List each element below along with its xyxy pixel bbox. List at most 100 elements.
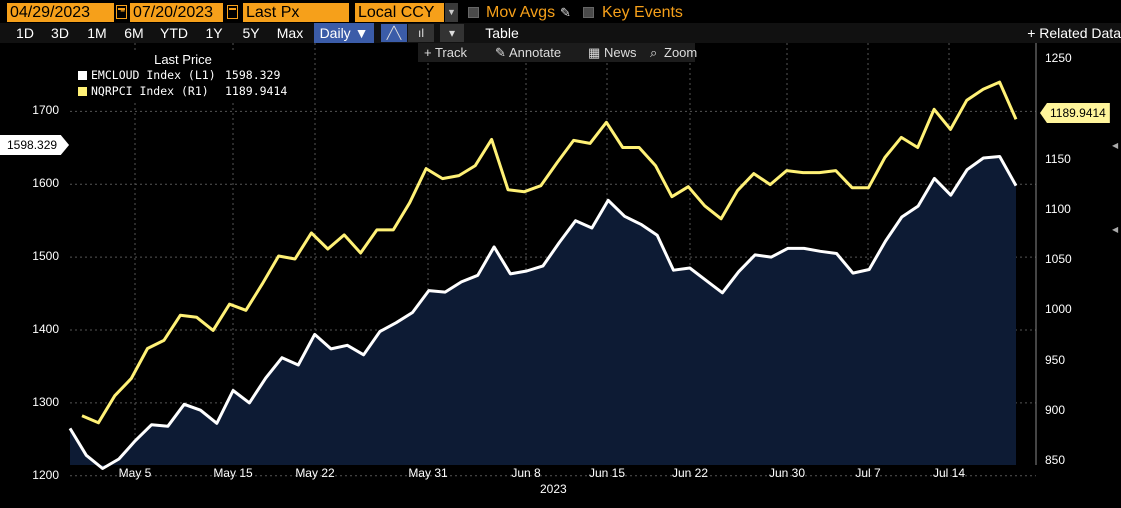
- nqrpci-point: [408, 201, 412, 205]
- emcloud-point: [737, 270, 741, 274]
- calendar-icon[interactable]: [227, 5, 238, 19]
- emcloud-point: [378, 329, 382, 333]
- emcloud-point: [541, 264, 545, 268]
- emcloud-point: [998, 155, 1002, 159]
- scroll-arrow-icon: ◀: [1112, 141, 1119, 150]
- chevron-down-icon[interactable]: ▾: [440, 24, 464, 42]
- emcloud-point: [459, 280, 463, 284]
- nqrpci-point: [850, 186, 854, 190]
- zoom-icon: ⌕: [650, 45, 658, 60]
- nqrpci-point: [670, 195, 674, 199]
- news-icon: ▦: [588, 45, 601, 60]
- emcloud-point: [492, 245, 496, 249]
- pencil-icon[interactable]: ✎: [560, 5, 571, 20]
- nqrpci-point: [768, 183, 772, 187]
- legend-label: NQRPCI Index (R1): [91, 84, 209, 98]
- emcloud-point: [182, 402, 186, 406]
- nqrpci-point: [555, 161, 559, 165]
- price-chart[interactable]: [0, 43, 1121, 508]
- emcloud-point: [231, 388, 235, 392]
- nqrpci-point: [309, 231, 313, 235]
- nqrpci-point: [227, 302, 231, 306]
- nqrpci-point: [703, 204, 707, 208]
- nqrpci-point: [342, 233, 346, 237]
- period-5y[interactable]: 5Y: [242, 25, 260, 41]
- left-axis-tick-label: 1500: [32, 249, 59, 264]
- x-axis-tick-label: May 31: [408, 466, 448, 480]
- emcloud-point: [345, 343, 349, 347]
- frequency-select[interactable]: Daily ▼: [314, 23, 374, 43]
- legend-value: 1189.9414: [225, 84, 288, 98]
- left-axis-tick-label: 1600: [32, 176, 59, 191]
- period-1y[interactable]: 1Y: [205, 25, 223, 41]
- emcloud-point: [247, 401, 251, 405]
- nqrpci-point: [686, 185, 690, 189]
- start-date-field[interactable]: 04/29/2023: [7, 3, 114, 22]
- chevron-down-icon[interactable]: ▼: [445, 3, 458, 22]
- emcloud-point: [949, 193, 953, 197]
- key-events-checkbox[interactable]: [583, 7, 594, 18]
- key-events-label: Key Events: [602, 4, 683, 21]
- period-1d[interactable]: 1D: [16, 25, 34, 41]
- legend-title: Last Price: [154, 52, 212, 67]
- emcloud-point: [786, 246, 790, 250]
- nqrpci-point: [604, 120, 608, 124]
- period-max[interactable]: Max: [276, 25, 304, 41]
- nqrpci-point: [162, 338, 166, 342]
- bar-chart-icon[interactable]: ıl: [408, 24, 434, 42]
- emcloud-point: [264, 376, 268, 380]
- nqrpci-point: [146, 346, 150, 350]
- news-tool[interactable]: News: [604, 45, 637, 60]
- zoom-tool[interactable]: Zoom: [664, 45, 698, 60]
- table-button[interactable]: Table: [485, 25, 519, 41]
- emcloud-point: [280, 356, 284, 360]
- chart-subtools: + Track ✎ Annotate ▦ News ⌕ Zoom: [418, 43, 698, 62]
- currency-select[interactable]: Local CCY: [355, 3, 444, 22]
- nqrpci-point: [326, 247, 330, 251]
- nqrpci-point: [867, 186, 871, 190]
- nqrpci-point: [424, 167, 428, 171]
- line-chart-icon[interactable]: ╱╲: [381, 24, 407, 42]
- mov-avgs-checkbox[interactable]: [468, 7, 479, 18]
- emcloud-point: [557, 241, 561, 245]
- period-1m[interactable]: 1M: [87, 25, 107, 41]
- emcloud-point: [198, 408, 202, 412]
- period-ytd[interactable]: YTD: [160, 25, 188, 41]
- emcloud-point: [84, 453, 88, 457]
- legend-item: EMCLOUD Index (L1): [78, 68, 216, 82]
- emcloud-point: [476, 273, 480, 277]
- nqrpci-point: [588, 141, 592, 145]
- legend: Last Price EMCLOUD Index (L1) 1598.329 N…: [72, 52, 294, 100]
- emcloud-point: [655, 233, 659, 237]
- emcloud-point: [508, 272, 512, 276]
- nqrpci-last-value-tag: 1189.9414: [1040, 103, 1110, 123]
- emcloud-point: [411, 311, 415, 315]
- emcloud-point: [1014, 184, 1018, 188]
- related-data-button[interactable]: + Related Data: [1027, 25, 1121, 41]
- emcloud-point: [525, 269, 529, 273]
- end-date-field[interactable]: 07/20/2023: [130, 3, 223, 22]
- calendar-icon[interactable]: [116, 5, 127, 19]
- annotate-tool[interactable]: Annotate: [509, 45, 562, 60]
- emcloud-line: [68, 155, 1018, 470]
- nqrpci-point: [834, 169, 838, 173]
- nqrpci-line: [81, 80, 1018, 425]
- nqrpci-point: [785, 169, 789, 173]
- period-3d[interactable]: 3D: [51, 25, 69, 41]
- pencil-icon: ✎: [495, 45, 506, 60]
- emcloud-point: [606, 198, 610, 202]
- nqrpci-point: [440, 177, 444, 181]
- left-axis-tick-label: 1700: [32, 103, 59, 118]
- nqrpci-point: [752, 172, 756, 176]
- nqrpci-point: [899, 135, 903, 139]
- nqrpci-point: [277, 254, 281, 258]
- x-axis-tick-label: Jun 30: [768, 466, 806, 480]
- emcloud-point: [981, 156, 985, 160]
- period-6m[interactable]: 6M: [124, 25, 144, 41]
- field-select[interactable]: Last Px: [243, 3, 349, 22]
- emcloud-point: [574, 219, 578, 223]
- emcloud-point: [68, 426, 72, 430]
- nqrpci-point: [113, 394, 117, 398]
- legend-swatch: [78, 87, 87, 96]
- track-tool[interactable]: + Track: [424, 45, 467, 60]
